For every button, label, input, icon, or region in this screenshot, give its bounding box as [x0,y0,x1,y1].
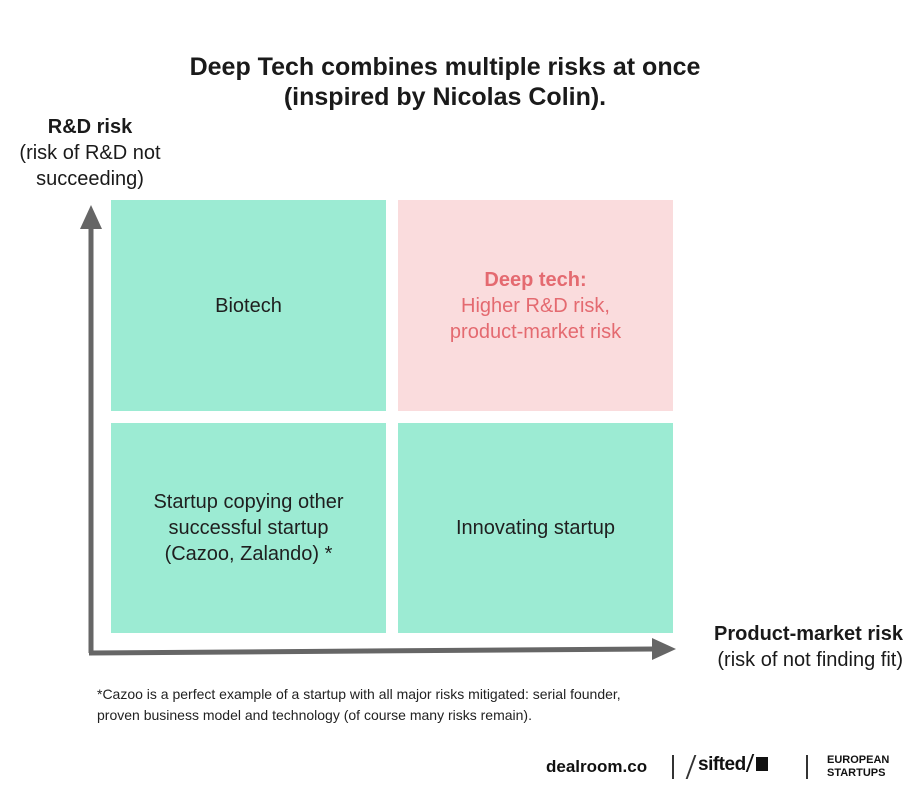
quadrant-copycat-startup: Startup copying other successful startup… [111,423,386,633]
quadrant-copycat-line-1: Startup copying other [153,491,344,513]
sifted-slash-icon [685,755,697,779]
sifted-logo: sifted [698,754,768,776]
eu-logo-line-1: EUROPEAN [827,754,890,766]
european-startups-logo: EUROPEAN STARTUPS [827,754,889,780]
quadrant-deep-tech-line-2: product-market risk [449,320,622,343]
y-axis-title: R&D risk [47,116,133,138]
title-line-1: Deep Tech combines multiple risks at onc… [189,53,701,81]
x-axis-title: Product-market risk [714,623,903,645]
footnote: *Cazoo is a perfect example of a startup… [97,684,797,726]
quadrant-deep-tech: Deep tech: Higher R&D risk, product-mark… [398,200,673,411]
logo-divider-2 [806,755,808,779]
logo-divider [672,755,674,779]
sifted-slash-icon-2 [745,754,754,772]
ft-box-icon [755,757,768,771]
quadrant-biotech: Biotech [111,200,386,411]
quadrant-copycat-line-2: successful startup [168,517,329,539]
y-axis-arrow-icon [80,205,102,653]
y-axis-subtitle-1: (risk of R&D not [19,142,161,164]
footnote-line-1: *Cazoo is a perfect example of a startup… [97,686,621,702]
title-line-2: (inspired by Nicolas Colin). [283,83,607,111]
x-axis-label: Product-market risk (risk of not finding… [663,621,903,673]
dealroom-logo: dealroom.co [546,757,648,776]
logo-bar: dealroom.co sifted EUROPEAN STARTUPS [540,752,900,786]
quadrant-copycat-line-3: (Cazoo, Zalando) * [164,543,333,565]
y-axis-label: R&D risk (risk of R&D not succeeding) [0,114,180,192]
quadrant-biotech-label: Biotech [215,294,282,317]
sifted-logo-text: sifted [698,754,746,775]
quadrant-innovating-label: Innovating startup [456,517,615,539]
quadrant-deep-tech-heading: Deep tech: [484,268,587,291]
quadrant-deep-tech-line-1: Higher R&D risk, [461,294,610,317]
footnote-line-2: proven business model and technology (of… [97,707,532,723]
x-axis-arrow-icon [88,638,676,660]
eu-logo-line-2: STARTUPS [827,767,886,779]
x-axis-subtitle: (risk of not finding fit) [717,649,903,671]
diagram-title: Deep Tech combines multiple risks at onc… [0,52,890,112]
quadrant-innovating-startup: Innovating startup [398,423,673,633]
y-axis-subtitle-2: succeeding) [36,168,144,190]
